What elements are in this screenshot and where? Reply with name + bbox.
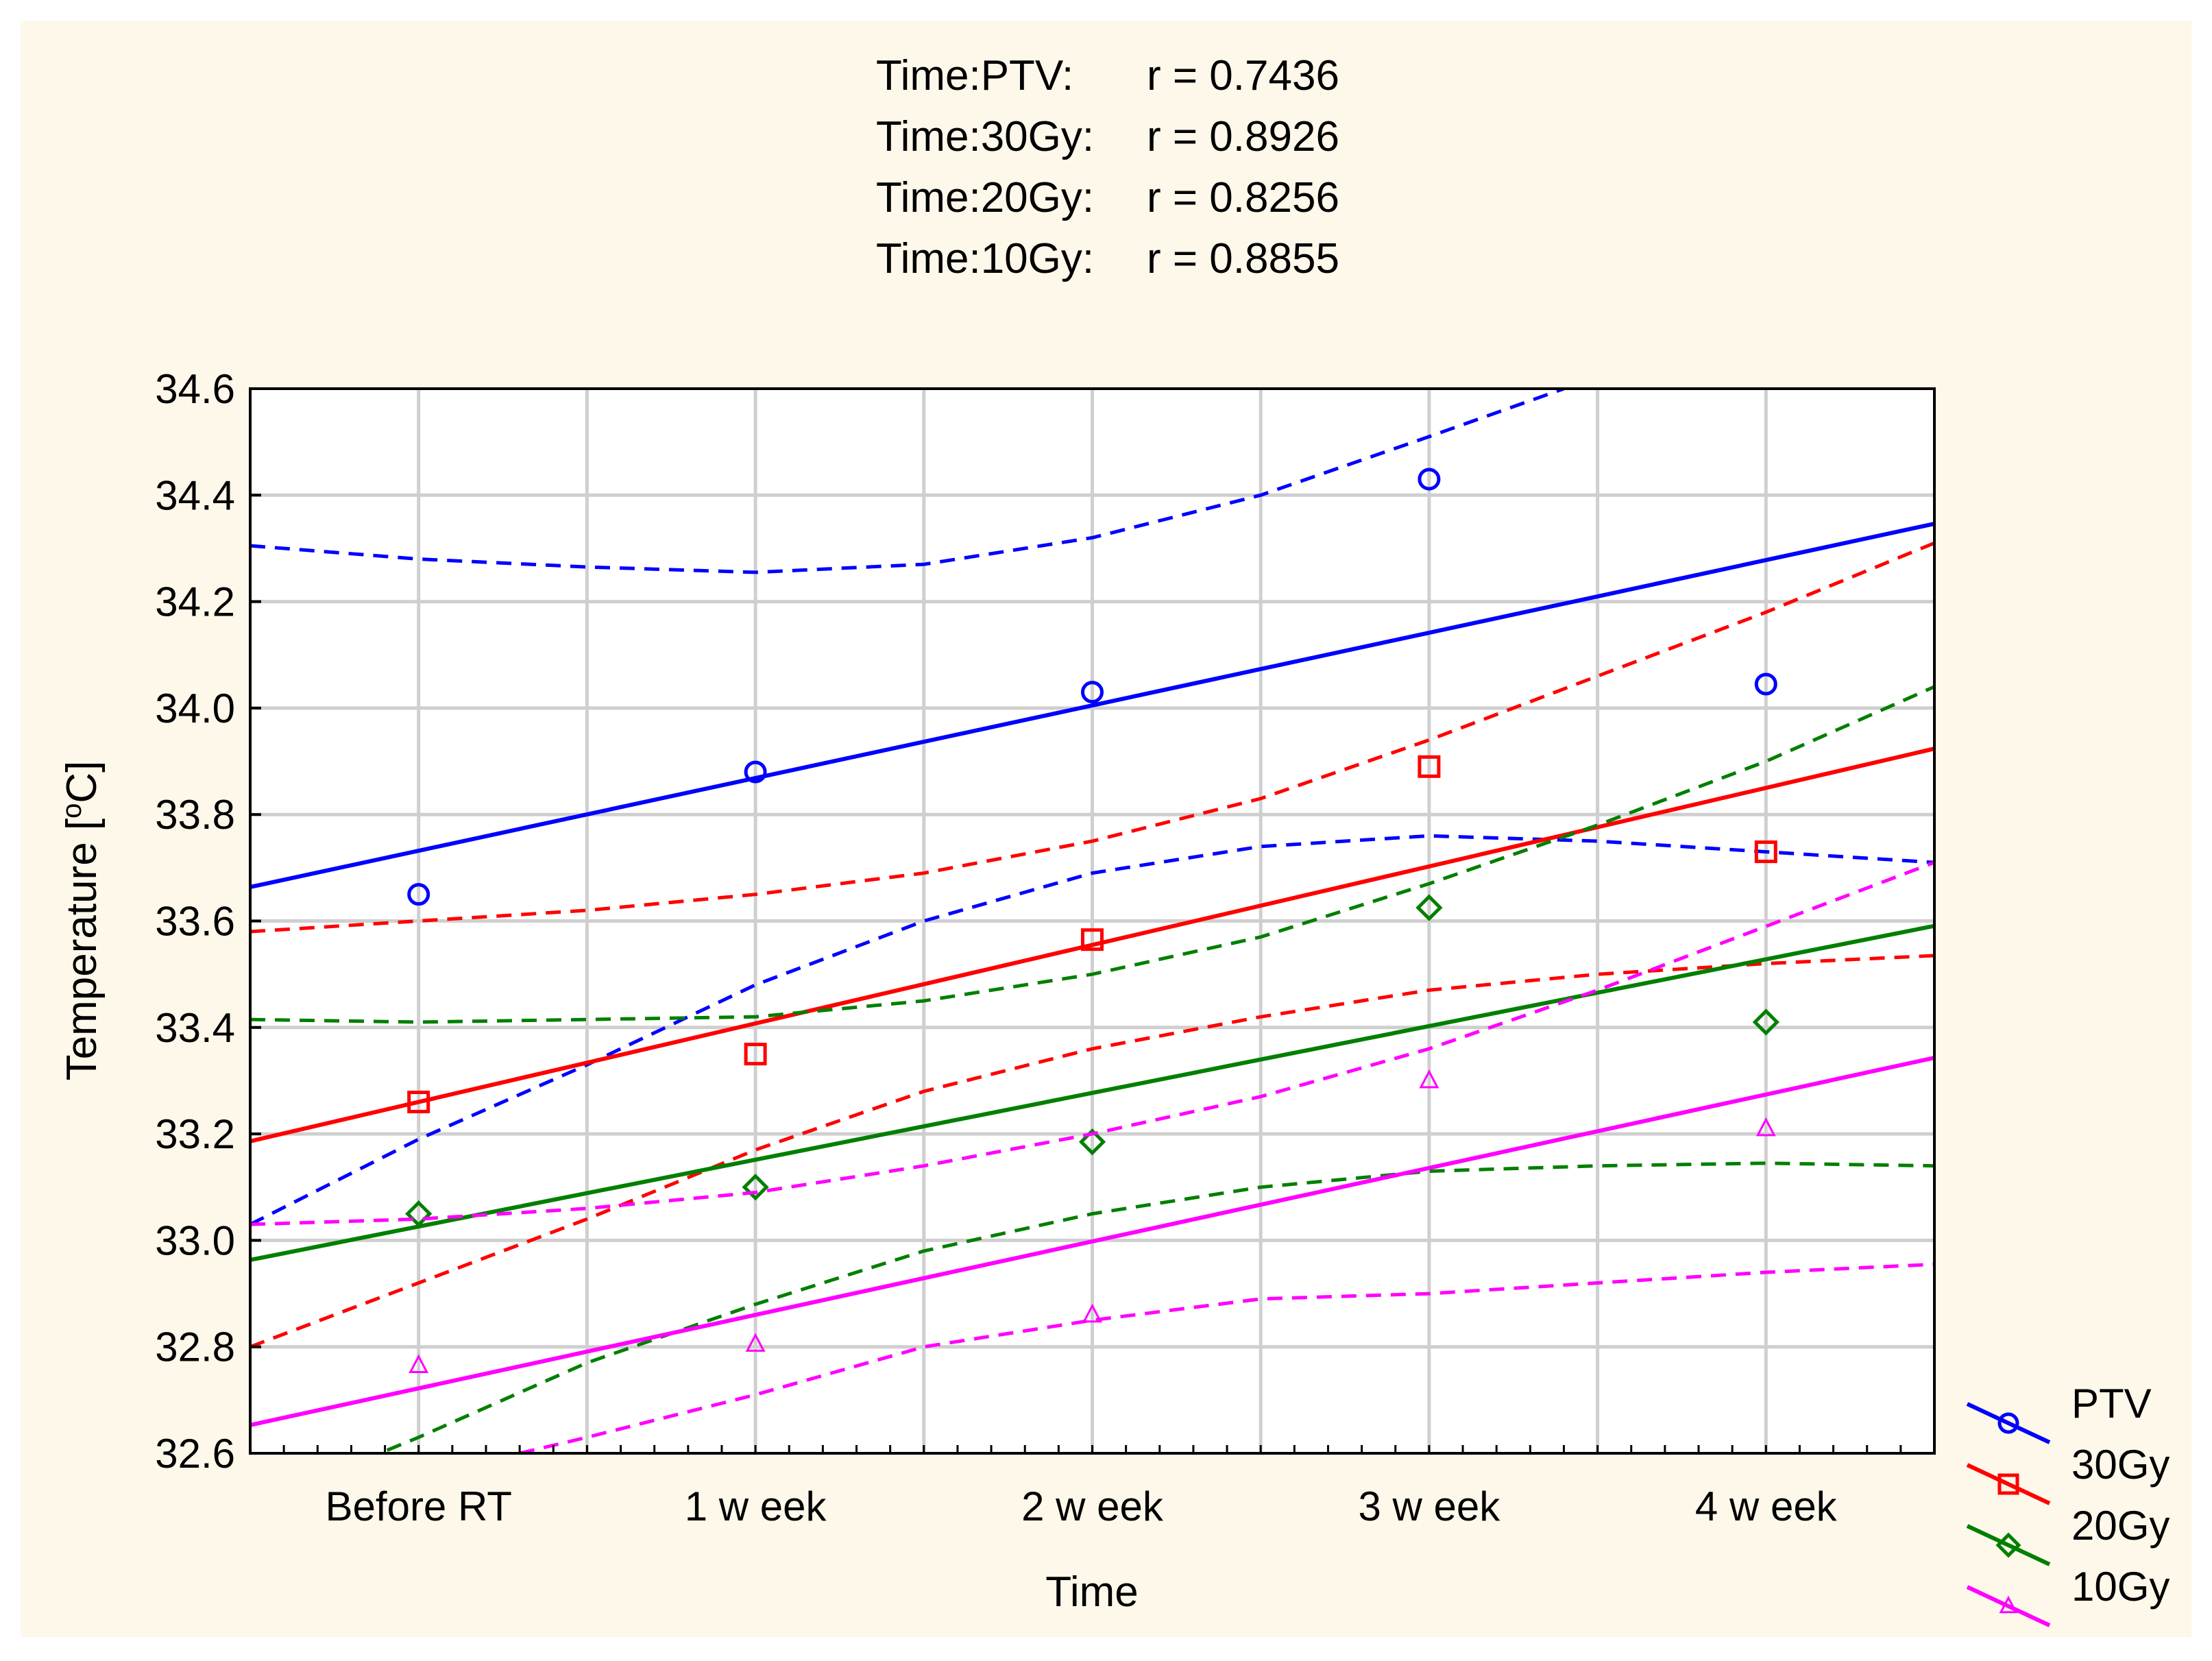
legend-marker-20gy bbox=[1995, 1532, 2021, 1558]
y-tick-label: 34.6 bbox=[155, 366, 235, 412]
y-axis-title: Temperature [oC] bbox=[57, 761, 106, 1081]
annotation-label: Time:PTV: bbox=[876, 52, 1073, 99]
20gy-point bbox=[1078, 1128, 1106, 1156]
x-tick-label: 3 w eek bbox=[1359, 1483, 1501, 1529]
annotation-label: Time:30Gy: bbox=[876, 113, 1094, 160]
30gy-fit-line bbox=[250, 747, 1934, 1143]
y-tick-label: 32.6 bbox=[155, 1431, 235, 1477]
y-tick-label: 33.6 bbox=[155, 899, 235, 945]
annotation-value: r = 0.8256 bbox=[1147, 174, 1339, 221]
10gy-ci-lower bbox=[519, 1262, 1934, 1453]
30gy-point bbox=[407, 1091, 430, 1114]
30gy-point bbox=[1081, 928, 1104, 951]
20gy-ci-upper bbox=[250, 685, 1934, 1024]
30gy-point bbox=[1418, 755, 1441, 778]
ptv-ci-upper bbox=[250, 389, 1565, 574]
ptv-point bbox=[1418, 468, 1441, 491]
legend-line-20gy bbox=[1966, 1524, 2051, 1566]
legend-line-10gy bbox=[1966, 1585, 2051, 1627]
ptv-point bbox=[1754, 672, 1777, 696]
20gy-point bbox=[405, 1200, 433, 1228]
annotation-value: r = 0.7436 bbox=[1147, 52, 1339, 99]
20gy-point bbox=[1752, 1008, 1779, 1036]
axes: 32.6 32.8 33.0 33.2 33.4 33.6 33.8 34.0 34.2 34.4… bbox=[155, 366, 1902, 1529]
x-tick-label: 4 w eek bbox=[1695, 1483, 1838, 1529]
legend-marker-ptv bbox=[1997, 1412, 2019, 1434]
legend-label-30gy: 30Gy bbox=[2071, 1442, 2170, 1488]
30gy-ci-upper bbox=[250, 541, 1934, 934]
ptv-point bbox=[1081, 681, 1104, 704]
y-tick-label: 34.2 bbox=[155, 579, 235, 625]
10gy-point bbox=[1755, 1117, 1776, 1137]
annotation-value: r = 0.8926 bbox=[1147, 113, 1339, 160]
y-tick-label: 34.4 bbox=[155, 472, 235, 518]
legend-label-10gy: 10Gy bbox=[2071, 1564, 2170, 1610]
ptv-fit-line bbox=[250, 522, 1934, 889]
legend-label-ptv: PTV bbox=[2071, 1381, 2152, 1427]
10gy-fit-line bbox=[250, 1056, 1934, 1427]
legend-label-20gy: 20Gy bbox=[2071, 1503, 2170, 1549]
y-tick-label: 34.0 bbox=[155, 686, 235, 731]
y-tick-label: 33.8 bbox=[155, 792, 235, 838]
legend-line-30gy bbox=[1966, 1463, 2051, 1505]
x-axis-title: Time bbox=[1045, 1568, 1138, 1616]
y-tick-label: 33.0 bbox=[155, 1217, 235, 1263]
x-tick-label: 2 w eek bbox=[1021, 1483, 1164, 1529]
y-axis-title-degree: o bbox=[57, 803, 87, 819]
gridlines bbox=[250, 389, 1934, 1453]
legend-marker-10gy bbox=[1999, 1595, 2018, 1614]
x-tick-label: Before RT bbox=[326, 1483, 512, 1529]
30gy-point bbox=[1754, 840, 1777, 864]
10gy-point bbox=[409, 1354, 429, 1373]
30gy-point bbox=[744, 1043, 767, 1066]
10gy-ci-upper bbox=[250, 860, 1934, 1226]
correlation-annotations: Time:PTV: r = 0.7436 Time:30Gy: r = 0.8926 T… bbox=[876, 52, 1339, 282]
data-layer bbox=[250, 389, 1934, 1453]
10gy-point bbox=[1419, 1069, 1439, 1089]
annotation-value: r = 0.8855 bbox=[1147, 235, 1339, 282]
y-axis-title-suffix: C] bbox=[58, 761, 106, 803]
y-axis-title-prefix: Temperature [ bbox=[58, 819, 106, 1081]
ptv-point bbox=[407, 883, 430, 906]
x-tick-label: 1 w eek bbox=[685, 1483, 827, 1529]
legend-line-ptv bbox=[1966, 1402, 2051, 1444]
legend-marker-30gy bbox=[1997, 1473, 2019, 1495]
annotation-label: Time:20Gy: bbox=[876, 174, 1094, 221]
20gy-point bbox=[742, 1174, 769, 1201]
ptv-point bbox=[744, 760, 767, 784]
legend: PTV 30Gy 20Gy 10Gy bbox=[1966, 1381, 2170, 1627]
20gy-fit-line bbox=[250, 923, 1934, 1262]
annotation-label: Time:10Gy: bbox=[876, 235, 1094, 282]
20gy-ci-lower bbox=[375, 1161, 1934, 1453]
y-tick-label: 33.2 bbox=[155, 1111, 235, 1157]
y-tick-label: 33.4 bbox=[155, 1005, 235, 1051]
ptv-ci-lower bbox=[250, 834, 1934, 1226]
y-tick-label: 32.8 bbox=[155, 1324, 235, 1370]
10gy-point bbox=[745, 1333, 766, 1352]
20gy-point bbox=[1415, 894, 1443, 921]
10gy-point bbox=[1082, 1303, 1102, 1323]
